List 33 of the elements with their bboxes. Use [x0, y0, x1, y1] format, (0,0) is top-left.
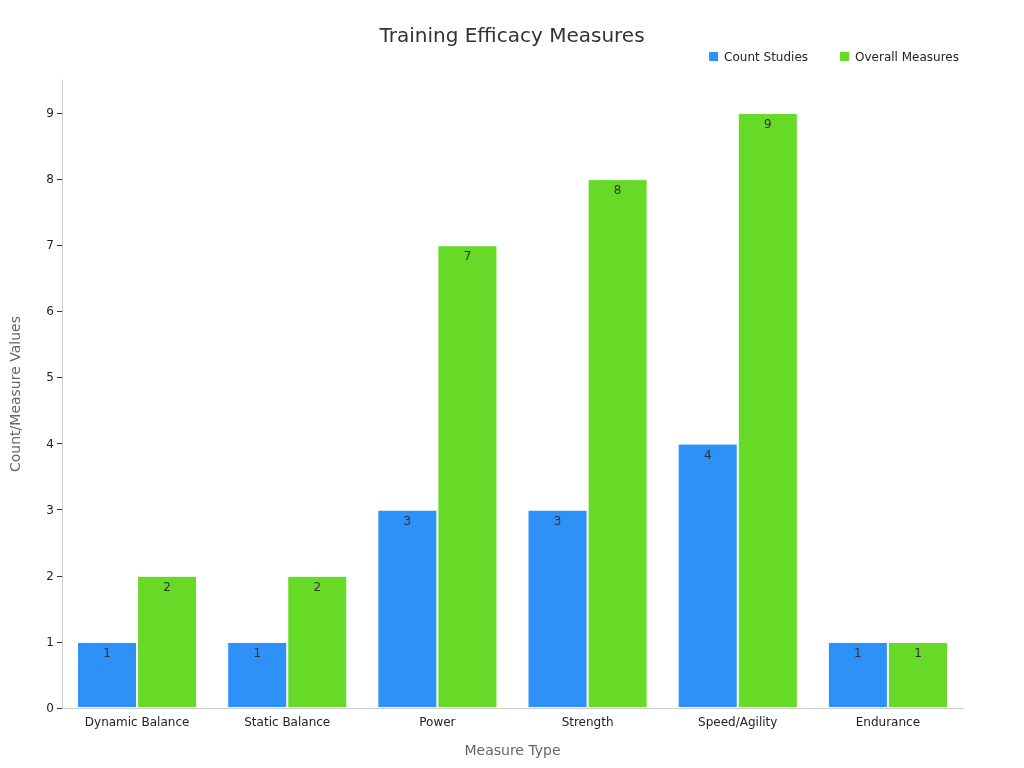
y-tick-label: 7 — [46, 238, 54, 253]
data-label: 4 — [703, 447, 712, 462]
chart-title: Training Efficacy Measures — [378, 23, 645, 47]
y-tick-label: 9 — [46, 106, 54, 121]
x-tick-label: Dynamic Balance — [84, 715, 190, 729]
data-label: 1 — [253, 645, 262, 660]
data-label: 2 — [313, 579, 322, 594]
x-axis-title: Measure Type — [464, 742, 561, 758]
data-label: 3 — [403, 513, 412, 528]
data-label: 2 — [163, 579, 171, 594]
data-label: 3 — [553, 513, 562, 528]
y-tick-label: 5 — [46, 370, 54, 385]
x-tick-label: Static Balance — [244, 715, 331, 729]
x-tick-label: Strength — [561, 715, 614, 729]
y-tick-label: 1 — [46, 634, 54, 649]
x-tick-label: Power — [419, 715, 456, 729]
data-label: 8 — [613, 183, 622, 198]
data-label: 7 — [463, 249, 472, 264]
legend-label: Count Studies — [724, 49, 809, 64]
data-label: 1 — [103, 645, 111, 660]
y-tick-label: 6 — [46, 304, 54, 319]
y-tick-label: 0 — [46, 701, 54, 715]
y-tick-label: 3 — [46, 502, 54, 517]
x-tick-label: Speed/Agility — [698, 715, 778, 729]
legend-label: Overall Measures — [855, 49, 959, 64]
y-tick-label: 8 — [46, 172, 54, 187]
y-tick-label: 2 — [46, 568, 54, 583]
data-label: 1 — [914, 645, 922, 660]
data-label: 9 — [763, 117, 772, 132]
data-label: 1 — [854, 645, 862, 660]
y-tick-label: 4 — [46, 436, 54, 451]
x-tick-label: Endurance — [855, 715, 921, 729]
y-axis-title: Count/Measure Values — [7, 316, 23, 472]
